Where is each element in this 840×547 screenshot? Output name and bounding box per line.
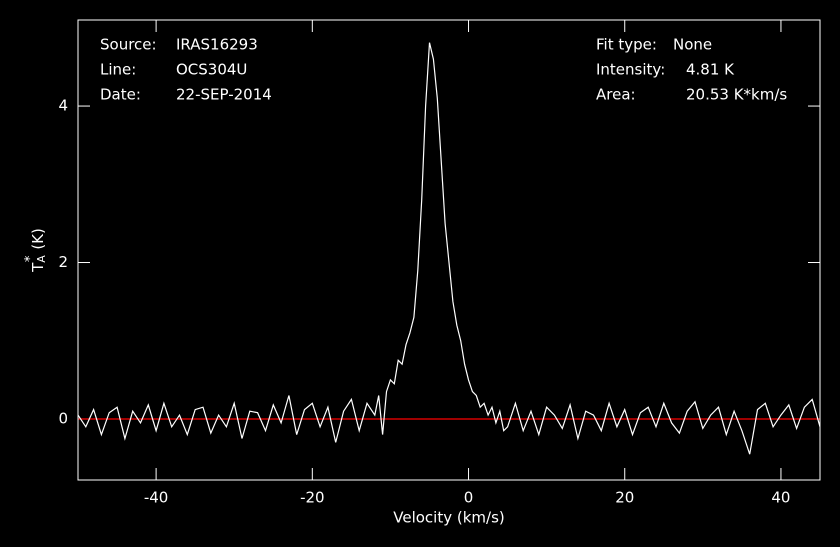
info-label: Line: xyxy=(100,61,136,79)
y-axis-label: TA* (K) xyxy=(23,228,49,273)
x-tick-label: -40 xyxy=(144,489,169,507)
info-label: Area: xyxy=(596,86,636,104)
spectrum-line xyxy=(77,42,821,455)
y-label-symbol: T xyxy=(29,262,47,273)
x-tick-label: 40 xyxy=(771,489,790,507)
y-tick-label: 4 xyxy=(58,97,68,115)
y-label-subscript: A xyxy=(35,255,48,263)
info-value: 22-SEP-2014 xyxy=(176,86,272,104)
info-label: Fit type: xyxy=(596,36,657,54)
x-tick-label: 20 xyxy=(615,489,634,507)
info-label: Date: xyxy=(100,86,141,104)
y-label-unit: (K) xyxy=(29,228,47,250)
info-value: 4.81 K xyxy=(686,61,735,79)
x-tick-label: 0 xyxy=(464,489,474,507)
info-label: Source: xyxy=(100,36,157,54)
x-tick-label: -20 xyxy=(300,489,325,507)
y-tick-label: 2 xyxy=(58,253,68,271)
info-value: OCS304U xyxy=(176,61,247,79)
info-value: None xyxy=(673,36,712,54)
y-tick-label: 0 xyxy=(58,409,68,427)
y-label-superscript: * xyxy=(23,255,38,262)
info-value: IRAS16293 xyxy=(176,36,258,54)
plot-frame xyxy=(77,19,821,481)
info-label: Intensity: xyxy=(596,61,665,79)
x-axis-label: Velocity (km/s) xyxy=(393,509,504,527)
info-value: 20.53 K*km/s xyxy=(686,86,787,104)
